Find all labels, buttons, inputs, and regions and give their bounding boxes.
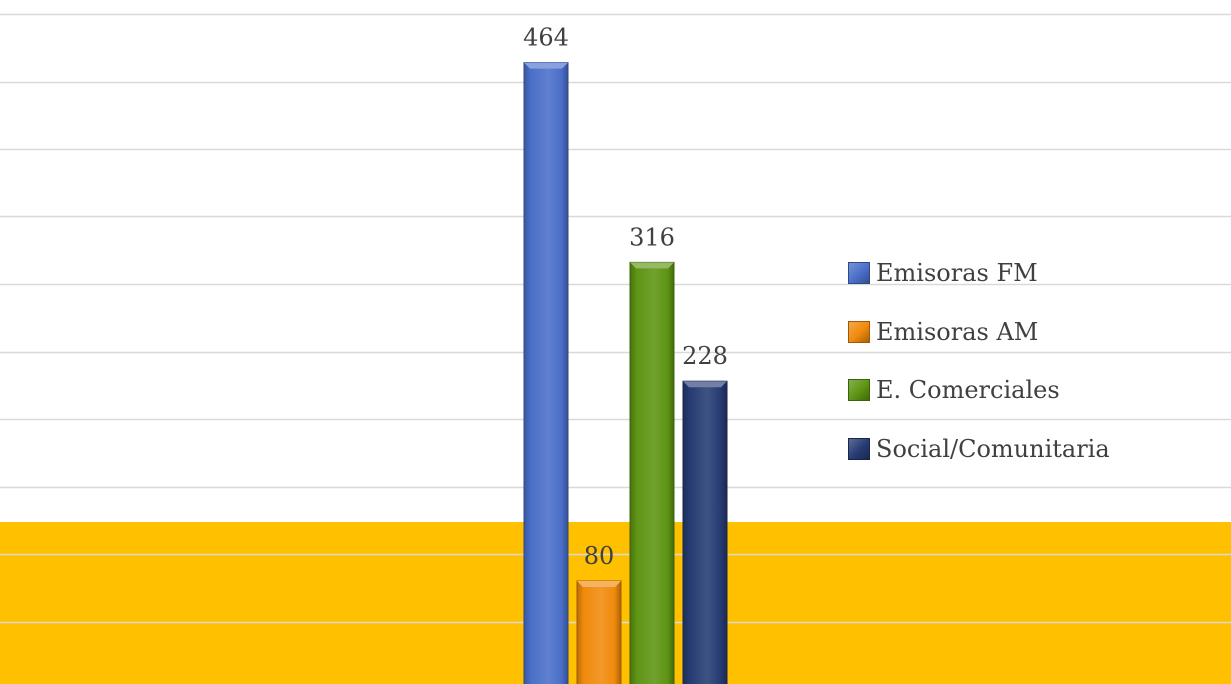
data-label-emisoras-fm: 464 <box>523 24 569 52</box>
legend-item-e-comerciales: E. Comerciales <box>848 361 1208 420</box>
bar-e-comerciales <box>629 261 675 684</box>
legend-item-emisoras-fm: Emisoras FM <box>848 244 1208 303</box>
legend-swatch-social-comunitaria <box>848 437 870 460</box>
legend-label-emisoras-am: Emisoras AM <box>876 317 1039 346</box>
data-label-social-comunitaria: 228 <box>682 342 728 370</box>
bar-cap-emisoras-fm <box>524 62 568 69</box>
data-labels: 464 80 316 228 <box>523 24 728 570</box>
bar-social-comunitaria <box>682 380 728 684</box>
legend-swatch-emisoras-fm <box>848 262 870 285</box>
legend-swatch-emisoras-am <box>848 320 870 343</box>
legend-swatch-e-comerciales <box>848 379 870 402</box>
bar-emisoras-fm <box>523 62 569 684</box>
data-label-emisoras-am: 80 <box>584 542 615 570</box>
data-label-e-comerciales: 316 <box>629 223 675 251</box>
bar-emisoras-am <box>576 580 622 684</box>
bar-cap-e-comerciales <box>630 262 674 269</box>
gridlines <box>0 13 1231 624</box>
legend-label-social-comunitaria: Social/Comunitaria <box>876 434 1110 463</box>
legend-item-social-comunitaria: Social/Comunitaria <box>848 420 1208 479</box>
bars <box>523 62 728 684</box>
bar-cap-emisoras-am <box>577 581 621 587</box>
legend-label-e-comerciales: E. Comerciales <box>876 376 1060 405</box>
legend-item-emisoras-am: Emisoras AM <box>848 303 1208 362</box>
legend-label-emisoras-fm: Emisoras FM <box>876 259 1038 288</box>
bar-cap-social-comunitaria <box>683 381 727 388</box>
legend: Emisoras FM Emisoras AM E. Comerciales S… <box>848 244 1208 478</box>
